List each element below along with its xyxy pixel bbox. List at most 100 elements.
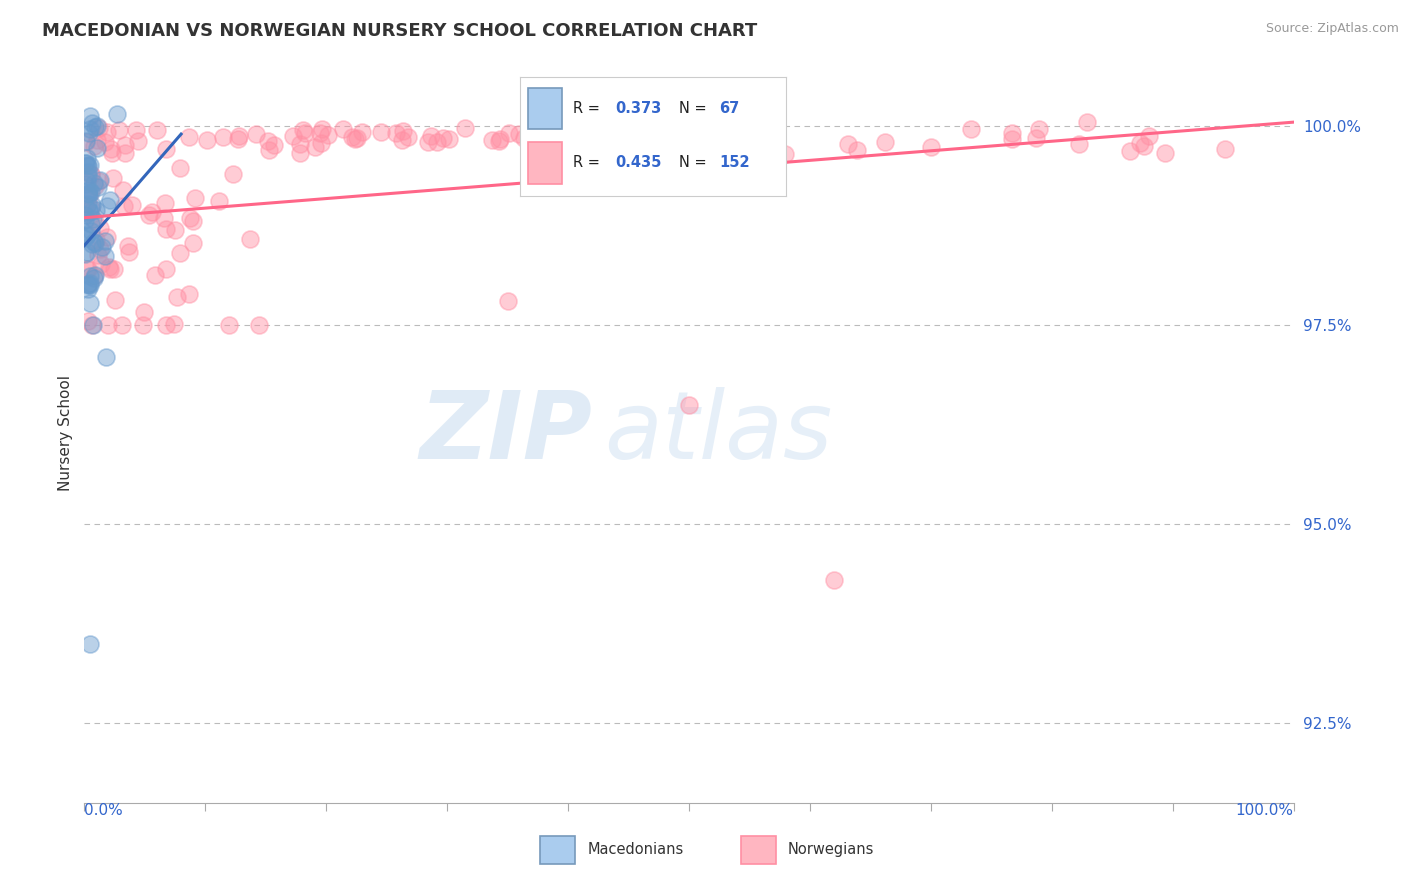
Point	[1076, 114, 1098, 128]
Point	[481, 133, 503, 147]
Point	[82, 318, 104, 333]
Point	[920, 140, 942, 154]
Point	[90, 240, 112, 254]
Point	[76, 158, 98, 172]
Point	[1129, 136, 1152, 150]
Point	[93, 249, 115, 263]
Point	[391, 123, 413, 137]
Point	[77, 196, 100, 211]
Point	[343, 132, 366, 146]
Point	[79, 126, 101, 140]
Point	[1025, 130, 1047, 145]
Point	[426, 135, 449, 149]
Point	[89, 221, 111, 235]
Point	[239, 232, 262, 246]
Point	[153, 195, 176, 210]
Point	[508, 128, 530, 142]
Point	[773, 147, 796, 161]
Point	[218, 318, 240, 333]
Point	[195, 133, 218, 147]
Point	[247, 318, 270, 333]
Point	[79, 277, 101, 291]
Point	[96, 229, 118, 244]
Point	[169, 161, 191, 175]
Point	[94, 350, 117, 364]
Point	[86, 119, 108, 133]
Point	[79, 186, 101, 201]
Point	[304, 140, 326, 154]
Point	[73, 247, 96, 261]
Point	[155, 222, 177, 236]
Point	[166, 290, 188, 304]
Point	[1001, 132, 1024, 146]
Point	[564, 128, 586, 142]
Point	[76, 227, 98, 242]
Point	[311, 122, 333, 136]
Point	[84, 214, 107, 228]
Point	[294, 126, 316, 140]
Point	[1069, 137, 1091, 152]
Point	[592, 117, 614, 131]
Point	[75, 134, 97, 148]
Point	[454, 121, 477, 136]
Point	[111, 318, 134, 333]
Point	[83, 235, 105, 250]
Point	[177, 287, 200, 301]
Point	[146, 123, 169, 137]
Point	[396, 129, 419, 144]
Point	[155, 142, 177, 156]
Point	[77, 169, 100, 183]
Point	[370, 125, 392, 139]
Point	[75, 135, 97, 149]
Point	[183, 191, 205, 205]
Point	[163, 317, 186, 331]
Point	[488, 134, 510, 148]
Point	[132, 318, 155, 333]
Point	[76, 151, 98, 165]
Point	[86, 133, 108, 147]
Point	[77, 183, 100, 197]
Point	[82, 212, 104, 227]
Point	[437, 132, 460, 146]
Point	[554, 125, 576, 139]
Point	[153, 211, 176, 226]
Point	[79, 121, 101, 136]
Point	[82, 236, 104, 251]
Point	[1137, 128, 1160, 143]
Point	[77, 189, 100, 203]
Point	[257, 144, 280, 158]
Point	[419, 128, 441, 143]
Point	[73, 213, 96, 227]
Point	[80, 185, 103, 199]
Point	[89, 242, 111, 256]
Point	[221, 167, 243, 181]
Point	[143, 268, 166, 282]
Point	[93, 235, 115, 249]
Point	[488, 132, 510, 146]
Point	[73, 177, 96, 191]
Point	[96, 125, 118, 139]
Point	[87, 180, 110, 194]
Point	[112, 199, 135, 213]
Text: atlas: atlas	[605, 387, 832, 478]
Point	[96, 198, 118, 212]
Point	[93, 135, 115, 149]
Point	[97, 318, 120, 333]
Point	[309, 126, 332, 140]
Point	[77, 202, 100, 217]
Point	[80, 224, 103, 238]
Point	[600, 136, 623, 151]
Point	[385, 126, 408, 140]
Point	[83, 176, 105, 190]
Point	[76, 174, 98, 188]
Point	[183, 236, 205, 251]
Point	[1119, 145, 1142, 159]
Point	[86, 248, 108, 262]
Point	[83, 178, 105, 193]
Point	[704, 139, 727, 153]
Point	[141, 205, 163, 219]
Point	[290, 136, 312, 151]
Point	[75, 228, 97, 243]
Point	[688, 135, 710, 149]
Point	[350, 125, 373, 139]
